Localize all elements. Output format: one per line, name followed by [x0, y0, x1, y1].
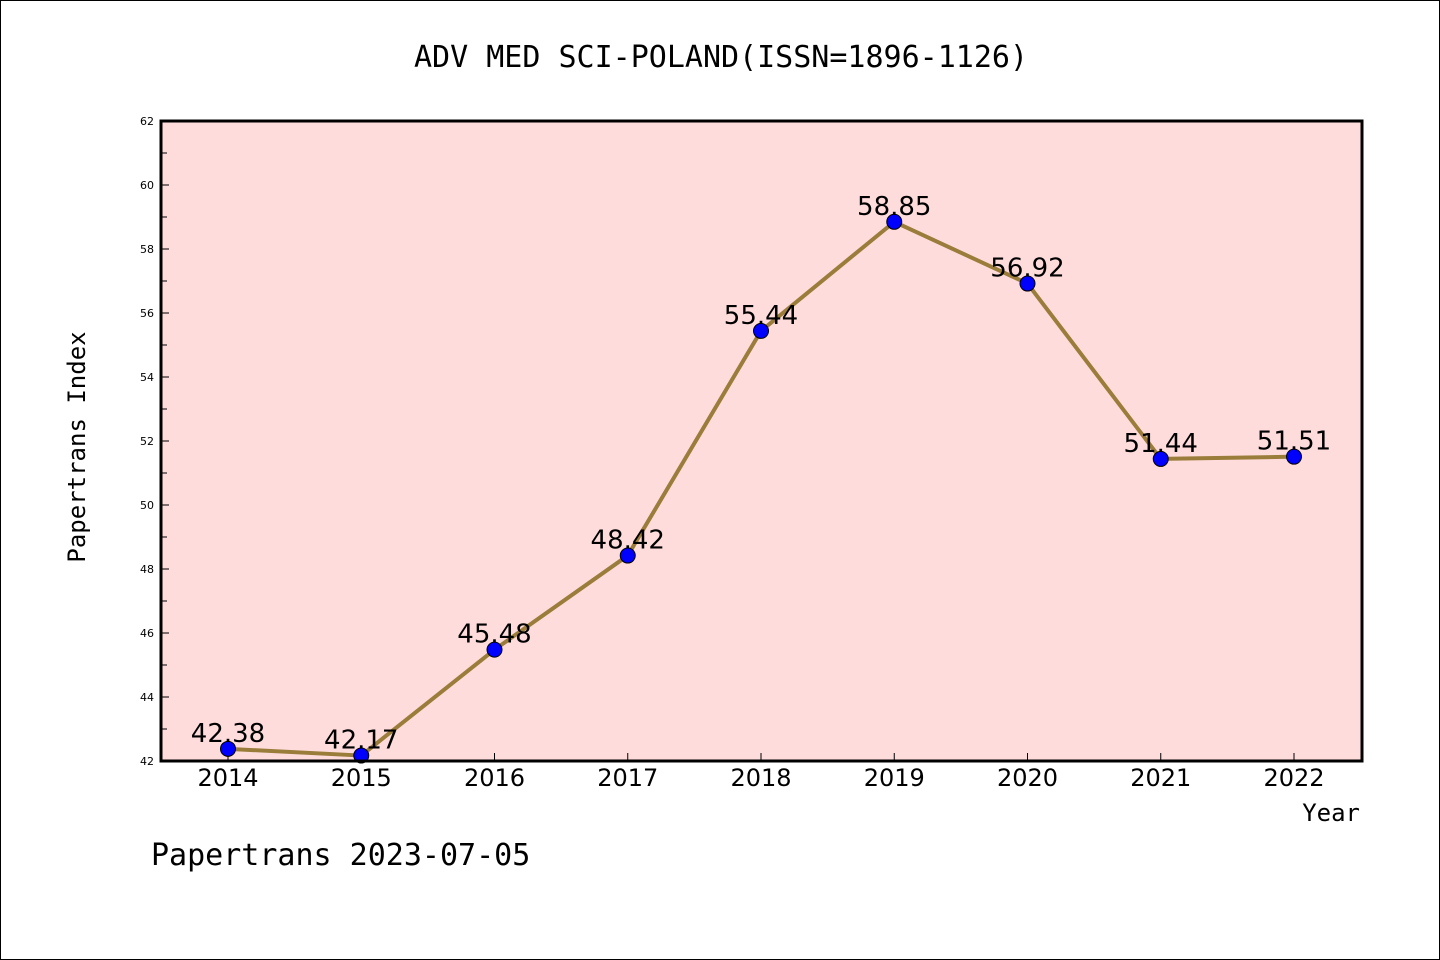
y-axis-label: Papertrans Index	[63, 331, 91, 562]
y-tick-label: 58	[140, 243, 154, 256]
x-axis-ticks: 2014 2015 2016 2017 2018 2019 2020 2021 2022	[197, 753, 1325, 792]
footer-text: Papertrans 2023-07-05	[151, 838, 530, 873]
x-tick-label: 2019	[864, 764, 925, 792]
data-label: 58.85	[857, 192, 931, 222]
y-tick-label: 48	[140, 563, 154, 576]
y-tick-label: 62	[140, 115, 154, 128]
x-tick-label: 2017	[597, 764, 658, 792]
chart-title: ADV MED SCI-POLAND(ISSN=1896-1126)	[414, 40, 1028, 75]
x-tick-label: 2018	[730, 764, 791, 792]
y-axis-ticks: 42 44 46 48 50 52 54 56 58 60 62	[140, 115, 169, 768]
x-tick-label: 2015	[331, 764, 392, 792]
x-axis-label: Year	[1302, 799, 1360, 827]
x-tick-label: 2021	[1130, 764, 1191, 792]
y-tick-label: 50	[140, 499, 154, 512]
y-tick-label: 60	[140, 179, 154, 192]
plot-frame	[159, 119, 1364, 763]
data-label: 45.48	[457, 620, 531, 650]
data-label: 42.17	[324, 726, 398, 756]
x-tick-label: 2022	[1263, 764, 1324, 792]
data-point	[353, 747, 370, 764]
x-tick-label: 2016	[464, 764, 525, 792]
data-point	[753, 322, 769, 339]
data-label: 55.44	[724, 301, 798, 331]
plot-area	[161, 121, 1362, 761]
data-point	[619, 547, 636, 564]
y-tick-label: 42	[140, 755, 154, 768]
data-point	[1019, 275, 1036, 292]
data-point	[1286, 448, 1302, 465]
data-point	[886, 213, 903, 230]
data-labels: 42.38 42.17 45.48 48.42 55.44 58.85 56.92 51.44…	[191, 192, 1331, 756]
data-label: 51.44	[1124, 429, 1198, 459]
x-tick-label: 2020	[997, 764, 1058, 792]
data-point	[220, 740, 236, 757]
y-tick-label: 56	[140, 307, 154, 320]
y-tick-label: 54	[140, 371, 154, 384]
data-point	[486, 641, 503, 658]
x-tick-label: 2014	[197, 764, 258, 792]
data-point	[1152, 450, 1169, 467]
data-label: 42.38	[191, 719, 265, 749]
y-tick-label: 44	[140, 691, 154, 704]
y-tick-label: 46	[140, 627, 154, 640]
data-markers	[220, 213, 1302, 764]
data-label: 51.51	[1257, 427, 1331, 457]
data-label: 56.92	[990, 254, 1064, 284]
y-tick-label: 52	[140, 435, 154, 448]
data-label: 48.42	[591, 526, 665, 556]
